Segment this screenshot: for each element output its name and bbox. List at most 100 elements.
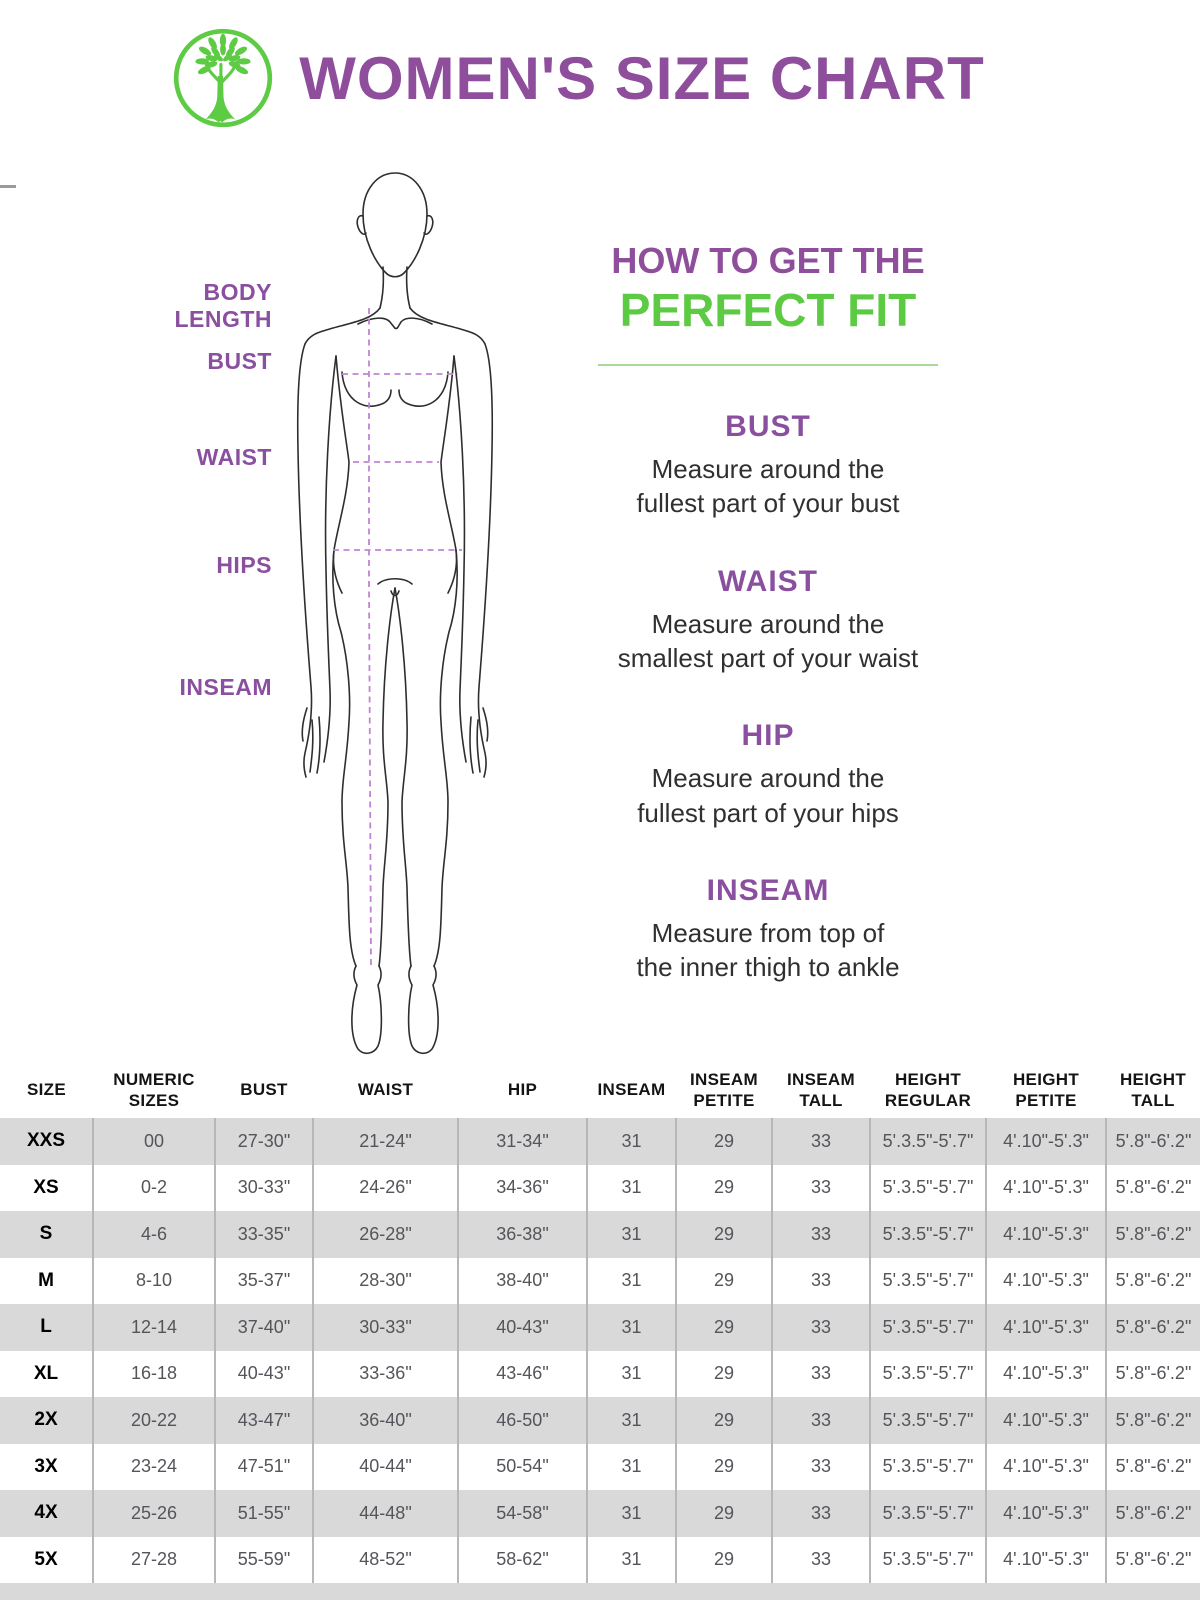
table-cell: 33-36" [312, 1350, 458, 1397]
edge-tick-mark [0, 185, 16, 188]
table-row: XL 16-18 40-43" 33-36" 43-46" 31 29 33 5'.3.5"-5… [0, 1350, 1200, 1397]
table-cell: 29 [675, 1490, 772, 1537]
guide-divider [598, 364, 938, 367]
size-table-container: SIZE NUMERIC SIZES BUST WAIST HIP INSEAM INSEA… [0, 1062, 1200, 1583]
table-cell: 4X [34, 1502, 58, 1524]
tree-logo-icon [174, 28, 273, 128]
table-cell: L [40, 1316, 52, 1338]
column-header: INSEAM [597, 1080, 666, 1100]
table-row: 3X 23-24 47-51" 40-44" 50-54" 31 29 33 5'.3.5"-5… [0, 1443, 1200, 1490]
table-cell: 31 [586, 1490, 676, 1537]
page-header: WOMEN'S SIZE CHART [0, 26, 1178, 130]
table-cell: 4'.10"-5'.3" [985, 1350, 1106, 1397]
table-cell: 5X [34, 1548, 58, 1570]
table-cell: 33 [771, 1304, 870, 1351]
table-row: XXS 00 27-30" 21-24" 31-34" 31 29 33 5'.3.5"-5'.… [0, 1118, 1200, 1165]
body-length-inseam-measure-line [368, 308, 372, 967]
table-cell: 47-51" [214, 1443, 313, 1490]
table-cell: 36-40" [312, 1397, 458, 1444]
guide-section-inseam: INSEAM Measure from top of the inner thi… [598, 874, 938, 985]
table-cell: 33 [771, 1257, 870, 1304]
table-cell: 16-18 [92, 1350, 215, 1397]
label-body-length: BODY LENGTH [174, 279, 272, 333]
table-cell: 5'.8"-6'.2" [1105, 1211, 1200, 1258]
table-cell: 4'.10"-5'.3" [985, 1490, 1106, 1537]
cutoff-row-strip [0, 1583, 1200, 1600]
table-cell: 36-38" [457, 1211, 587, 1258]
column-header: WAIST [357, 1080, 414, 1100]
table-cell: 35-37" [214, 1257, 313, 1304]
guide-title-line1: HOW TO GET THE [611, 240, 925, 281]
table-cell: 31-34" [457, 1118, 587, 1165]
figure-outline [296, 172, 494, 1055]
table-cell: 34-36" [457, 1164, 587, 1211]
table-cell: 4'.10"-5'.3" [985, 1211, 1106, 1258]
table-cell: 55-59" [214, 1536, 313, 1583]
table-cell: 4'.10"-5'.3" [985, 1164, 1106, 1211]
page-title: WOMEN'S SIZE CHART [299, 44, 985, 112]
table-cell: 33 [771, 1164, 870, 1211]
table-cell: 40-43" [214, 1350, 313, 1397]
table-cell: 3X [34, 1455, 58, 1477]
table-cell: 30-33" [214, 1164, 313, 1211]
table-cell: 31 [586, 1304, 676, 1351]
table-row: M 8-10 35-37" 28-30" 38-40" 31 29 33 5'.3.5"-5'.… [0, 1257, 1200, 1304]
table-cell: 54-58" [457, 1490, 587, 1537]
size-table-head-row: SIZE NUMERIC SIZES BUST WAIST HIP INSEAM INSEA… [0, 1062, 1200, 1118]
guide-title-line2: PERFECT FIT [619, 283, 917, 336]
guide-section-text: Measure from top of the inner thigh to a… [636, 917, 900, 983]
table-cell: 50-54" [457, 1443, 587, 1490]
table-cell: S [39, 1223, 53, 1245]
guide-section-text: Measure around the fullest part of your … [637, 763, 899, 828]
table-cell: 33 [771, 1211, 870, 1258]
table-cell: 33-35" [214, 1211, 313, 1258]
table-cell: 12-14 [92, 1304, 215, 1351]
column-header: SIZE [27, 1080, 66, 1100]
table-cell: 51-55" [214, 1490, 313, 1537]
table-row: 5X 27-28 55-59" 48-52" 58-62" 31 29 33 5'.3.5"-5… [0, 1536, 1200, 1583]
table-cell: 46-50" [457, 1397, 587, 1444]
table-cell: 33 [771, 1443, 870, 1490]
table-cell: 29 [675, 1164, 772, 1211]
table-cell: 5'.8"-6'.2" [1105, 1350, 1200, 1397]
table-cell: 30-33" [312, 1304, 458, 1351]
table-cell: 29 [675, 1211, 772, 1258]
table-cell: XS [33, 1176, 59, 1198]
table-cell: 29 [675, 1350, 772, 1397]
table-cell: 5'.8"-6'.2" [1105, 1443, 1200, 1490]
table-cell: 33 [771, 1118, 870, 1165]
table-cell: 5'.8"-6'.2" [1105, 1397, 1200, 1444]
female-body-figure [296, 172, 494, 1055]
table-cell: 33 [771, 1490, 870, 1537]
column-header: HEIGHT PETITE [1012, 1069, 1080, 1110]
size-table-body: XXS 00 27-30" 21-24" 31-34" 31 29 33 5'.3.5"-5'.… [0, 1118, 1200, 1583]
table-cell: 4'.10"-5'.3" [985, 1257, 1106, 1304]
table-cell: 26-28" [312, 1211, 458, 1258]
table-cell: 5'.3.5"-5'.7" [869, 1164, 986, 1211]
guide-section-text: Measure around the fullest part of your … [636, 454, 900, 519]
table-cell: 5'.3.5"-5'.7" [869, 1490, 986, 1537]
table-cell: 5'.3.5"-5'.7" [869, 1211, 986, 1258]
table-cell: 5'.3.5"-5'.7" [869, 1304, 986, 1351]
table-cell: 5'.8"-6'.2" [1105, 1257, 1200, 1304]
table-cell: 58-62" [457, 1536, 587, 1583]
table-cell: 40-44" [312, 1443, 458, 1490]
table-row: 2X 20-22 43-47" 36-40" 46-50" 31 29 33 5'.3.5"-5… [0, 1397, 1200, 1444]
table-cell: M [38, 1269, 54, 1291]
table-cell: 00 [92, 1118, 215, 1165]
table-cell: 31 [586, 1397, 676, 1444]
table-cell: 5'.8"-6'.2" [1105, 1536, 1200, 1583]
table-cell: 33 [771, 1397, 870, 1444]
table-cell: 4'.10"-5'.3" [985, 1397, 1106, 1444]
size-table: SIZE NUMERIC SIZES BUST WAIST HIP INSEAM INSEA… [0, 1062, 1200, 1583]
table-cell: 31 [586, 1257, 676, 1304]
table-cell: 5'.8"-6'.2" [1105, 1164, 1200, 1211]
table-cell: 43-47" [214, 1397, 313, 1444]
table-cell: 5'.3.5"-5'.7" [869, 1397, 986, 1444]
table-cell: 29 [675, 1443, 772, 1490]
table-cell: 5'.3.5"-5'.7" [869, 1443, 986, 1490]
table-cell: 5'.8"-6'.2" [1105, 1304, 1200, 1351]
table-row: XS 0-2 30-33" 24-26" 34-36" 31 29 33 5'.3.5"-5'.… [0, 1164, 1200, 1211]
table-cell: 8-10 [92, 1257, 215, 1304]
